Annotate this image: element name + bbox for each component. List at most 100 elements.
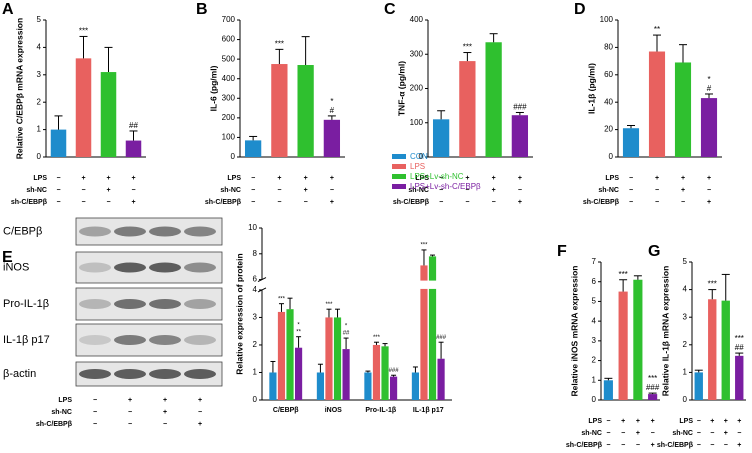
treatment-mark: + (636, 430, 640, 437)
y-axis-title: Relative iNOS mRNA expression (569, 265, 579, 396)
significance-label: ## (735, 343, 744, 352)
treatment-mark: + (651, 418, 655, 425)
y-tick-label: 4 (683, 285, 688, 294)
treatment-mark: − (251, 175, 255, 182)
blot-band (184, 262, 216, 273)
bar (271, 64, 288, 157)
y-tick-label: 100 (600, 15, 614, 24)
y-tick-label: 3 (683, 312, 688, 321)
axis-break-mark (257, 287, 267, 293)
treatment-mark: + (131, 199, 135, 206)
significance-label: ## (129, 121, 138, 130)
treatment-mark: − (710, 430, 714, 437)
significance-label: *** (325, 302, 333, 308)
treatment-mark: − (277, 199, 281, 206)
y-tick-label: 0 (419, 152, 424, 161)
treatment-mark: − (93, 421, 97, 428)
panel-letter: B (196, 1, 208, 18)
y-tick-label: 80 (604, 43, 613, 52)
treatment-mark: − (131, 187, 135, 194)
blot-label: iNOS (3, 261, 29, 273)
legend-swatch (392, 154, 406, 159)
treatment-label: LPS (33, 175, 47, 182)
bar (244, 140, 262, 157)
y-tick-label: 5 (592, 297, 597, 306)
y-axis-title: IL-1β (pg/ml) (586, 63, 596, 114)
bar (694, 372, 703, 400)
blot-band (79, 262, 111, 273)
treatment-label: LPS (58, 397, 72, 404)
blot-label: β-actin (3, 368, 36, 380)
y-axis-title: Relative IL-1β mRNA expression (660, 266, 670, 397)
treatment-mark: − (710, 442, 714, 449)
treatment-mark: + (492, 175, 496, 182)
y-tick-label: 300 (410, 49, 424, 58)
treatment-mark: − (304, 199, 308, 206)
blot-band (184, 335, 216, 345)
treatment-mark: − (93, 397, 97, 404)
blot-label: C/EBPβ (3, 225, 42, 237)
treatment-mark: − (636, 442, 640, 449)
treatment-label: sh-C/EBPβ (205, 199, 242, 206)
significance-label: *** (735, 334, 744, 343)
treatment-mark: − (737, 430, 741, 437)
significance-label: *** (278, 296, 286, 302)
y-tick-label: 1 (683, 368, 688, 377)
y-tick-label: 3 (592, 336, 597, 345)
y-tick-label: 20 (604, 125, 613, 134)
significance-label: * (330, 97, 333, 106)
legend-swatch (392, 164, 406, 169)
y-tick-label: 600 (222, 35, 236, 44)
bar (297, 65, 314, 157)
bar (411, 372, 420, 400)
treatment-mark: + (277, 175, 281, 182)
bar (618, 291, 628, 400)
treatment-mark: + (707, 199, 711, 206)
y-tick-label: 0 (683, 395, 688, 404)
treatment-mark: + (465, 175, 469, 182)
y-tick-label: 1 (37, 125, 42, 134)
legend-label: LPS (410, 162, 425, 171)
treatment-mark: + (81, 175, 85, 182)
x-tick-label: iNOS (325, 407, 342, 414)
treatment-mark: + (163, 409, 167, 416)
panel-letter: E (2, 249, 13, 266)
axis-break (258, 280, 454, 289)
treatment-mark: − (198, 409, 202, 416)
significance-label: *** (708, 280, 717, 289)
panel-letter: F (557, 243, 567, 260)
significance-label: ### (436, 335, 447, 341)
y-tick-label: 60 (604, 70, 613, 79)
blot-band (149, 335, 181, 345)
treatment-mark: − (629, 175, 633, 182)
treatment-mark: − (629, 187, 633, 194)
blot-band (114, 226, 146, 237)
treatment-mark: + (330, 199, 334, 206)
treatment-mark: + (737, 418, 741, 425)
treatment-mark: − (621, 430, 625, 437)
bar (428, 256, 437, 400)
axis-break-mark (257, 277, 267, 283)
significance-label: ### (513, 103, 527, 112)
treatment-mark: − (492, 199, 496, 206)
bar (459, 61, 476, 157)
treatment-mark: + (198, 421, 202, 428)
treatment-mark: − (606, 418, 610, 425)
treatment-mark: − (655, 199, 659, 206)
treatment-label: LPS (679, 418, 693, 425)
treatment-mark: − (606, 430, 610, 437)
treatment-mark: + (163, 397, 167, 404)
significance-label: *** (79, 27, 88, 36)
treatment-mark: − (707, 187, 711, 194)
treatment-label: LPS (605, 175, 619, 182)
legend-label: LPS+Lv-sh-NC (410, 172, 464, 181)
treatment-mark: − (439, 175, 443, 182)
treatment-mark: + (128, 397, 132, 404)
treatment-mark: + (710, 418, 714, 425)
treatment-mark: + (655, 175, 659, 182)
treatment-mark: + (681, 175, 685, 182)
treatment-mark: − (465, 199, 469, 206)
treatment-mark: − (629, 199, 633, 206)
legend-swatch (392, 174, 406, 179)
blot-band (114, 262, 146, 273)
